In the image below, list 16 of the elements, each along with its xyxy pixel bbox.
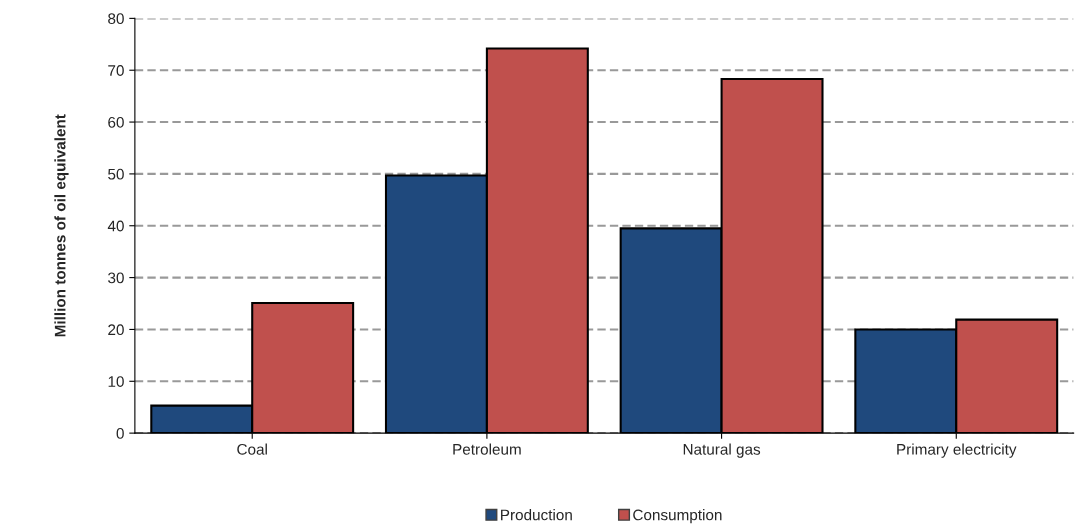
y-axis-title: Million tonnes of oil equivalent	[54, 114, 69, 337]
y-tick-label: 70	[108, 65, 124, 76]
y-tick-label: 80	[108, 13, 124, 25]
legend-label: Consumption	[633, 509, 722, 524]
x-tick-label: Natural gas	[683, 443, 761, 458]
y-tick-label: 60	[108, 116, 124, 128]
x-tick-label: Coal	[237, 443, 267, 455]
y-tick-label: 20	[108, 324, 124, 336]
x-tick-label: Primary electricity	[897, 443, 1017, 458]
y-tick-label: 10	[108, 376, 124, 387]
y-tick-label: 0	[116, 427, 124, 439]
x-tick-label: Petroleum	[453, 443, 521, 455]
legend-label: Production	[501, 509, 572, 521]
y-tick-label: 50	[108, 168, 124, 180]
y-tick-label: 30	[108, 272, 124, 284]
y-tick-label: 40	[107, 220, 124, 232]
